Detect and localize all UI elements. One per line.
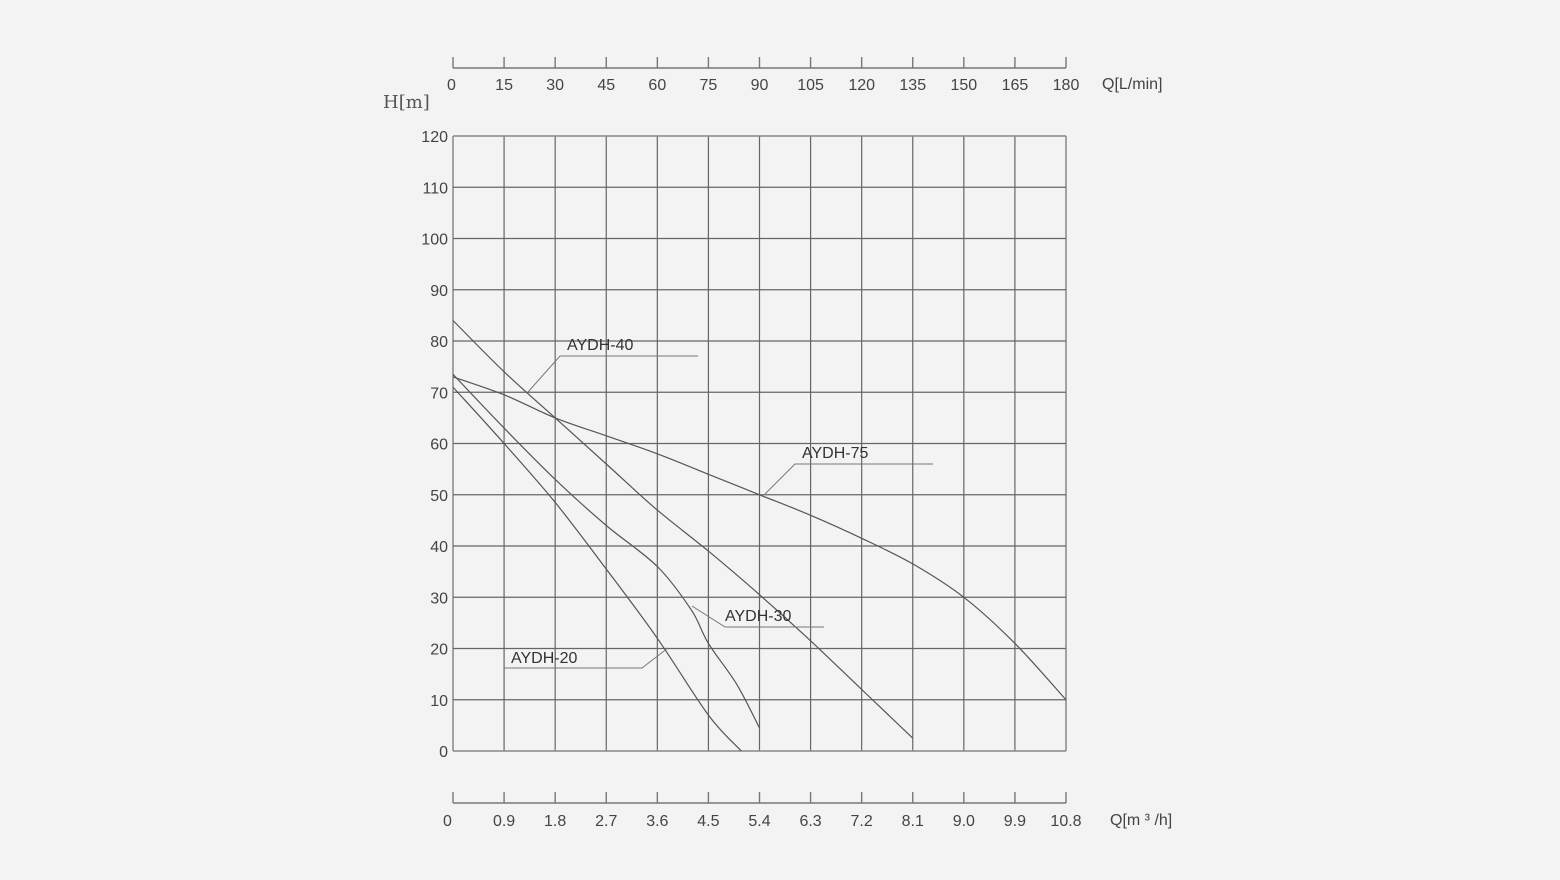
pump-curves bbox=[452, 320, 1067, 752]
leader-aydh-20 bbox=[504, 647, 669, 669]
bottom-tick-label: 0.9 bbox=[493, 813, 515, 830]
y-tick-label: 30 bbox=[430, 590, 448, 607]
bottom-tick-label: 1.8 bbox=[544, 813, 566, 830]
y-tick-label: 100 bbox=[421, 232, 448, 249]
y-tick-label: 40 bbox=[430, 539, 448, 556]
y-tick-label: 10 bbox=[430, 693, 448, 710]
top-tick-label: 105 bbox=[797, 77, 824, 94]
label-aydh-20: AYDH-20 bbox=[511, 650, 577, 667]
top-tick-label: 15 bbox=[495, 77, 513, 94]
top-tick-label: 0 bbox=[447, 77, 456, 94]
top-tick-label: 60 bbox=[648, 77, 666, 94]
label-aydh-30: AYDH-30 bbox=[725, 608, 791, 625]
y-tick-label: 110 bbox=[422, 180, 448, 197]
label-aydh-75: AYDH-75 bbox=[802, 445, 868, 462]
leader-aydh-75 bbox=[764, 463, 933, 495]
chart-grid bbox=[452, 135, 1067, 752]
bottom-tick-label: 3.6 bbox=[646, 813, 668, 830]
bottom-tick-label: 2.7 bbox=[595, 813, 617, 830]
y-tick-label: 80 bbox=[430, 334, 448, 351]
leader-aydh-40 bbox=[527, 355, 698, 393]
curve-aydh-75 bbox=[452, 376, 1067, 701]
y-tick-label: 120 bbox=[421, 129, 448, 146]
top-tick-label: 150 bbox=[950, 77, 977, 94]
bottom-tick-label: 7.2 bbox=[851, 813, 873, 830]
bottom-tick-label: 5.4 bbox=[748, 813, 770, 830]
y-tick-label: 20 bbox=[430, 642, 448, 659]
y-tick-label: 0 bbox=[439, 744, 448, 761]
y-axis-title: H[m] bbox=[383, 92, 430, 113]
bottom-axis-title: Q[m ³ /h] bbox=[1110, 812, 1172, 829]
curve-label-leaders bbox=[504, 355, 933, 669]
y-tick-label: 70 bbox=[430, 385, 448, 402]
bottom-tick-label: 4.5 bbox=[697, 813, 719, 830]
top-tick-label: 45 bbox=[597, 77, 615, 94]
top-tick-label: 120 bbox=[848, 77, 875, 94]
bottom-tick-label: 0 bbox=[443, 813, 452, 830]
bottom-tick-label: 10.8 bbox=[1050, 813, 1081, 830]
bottom-tick-label: 9.0 bbox=[953, 813, 975, 830]
top-axis-l-per-min: 0 15 30 45 60 75 90 105 120 135 150 165 180 bbox=[447, 57, 1079, 94]
top-tick-label: 75 bbox=[700, 77, 718, 94]
bottom-tick-label: 8.1 bbox=[902, 813, 924, 830]
top-axis-title: Q[L/min] bbox=[1102, 76, 1162, 93]
top-tick-label: 180 bbox=[1053, 77, 1080, 94]
bottom-tick-label: 6.3 bbox=[799, 813, 821, 830]
curve-aydh-30 bbox=[452, 373, 761, 729]
y-axis-head: 0 10 20 30 40 50 60 70 80 90 100 110 120 bbox=[421, 129, 448, 761]
y-tick-label: 60 bbox=[430, 437, 448, 454]
leader-aydh-30 bbox=[691, 605, 824, 628]
top-tick-label: 30 bbox=[546, 77, 564, 94]
top-tick-label: 165 bbox=[1002, 77, 1029, 94]
label-aydh-40: AYDH-40 bbox=[567, 337, 633, 354]
bottom-tick-label: 9.9 bbox=[1004, 813, 1026, 830]
bottom-axis-m3-per-h: 0 0.9 1.8 2.7 3.6 4.5 5.4 6.3 7.2 8.1 9.0 9.9 10.8 bbox=[443, 792, 1082, 830]
top-tick-label: 90 bbox=[751, 77, 769, 94]
curve-aydh-20 bbox=[452, 386, 742, 752]
curve-aydh-40 bbox=[452, 320, 914, 739]
y-tick-label: 90 bbox=[430, 283, 448, 300]
top-tick-label: 135 bbox=[899, 77, 926, 94]
y-tick-label: 50 bbox=[430, 488, 448, 505]
